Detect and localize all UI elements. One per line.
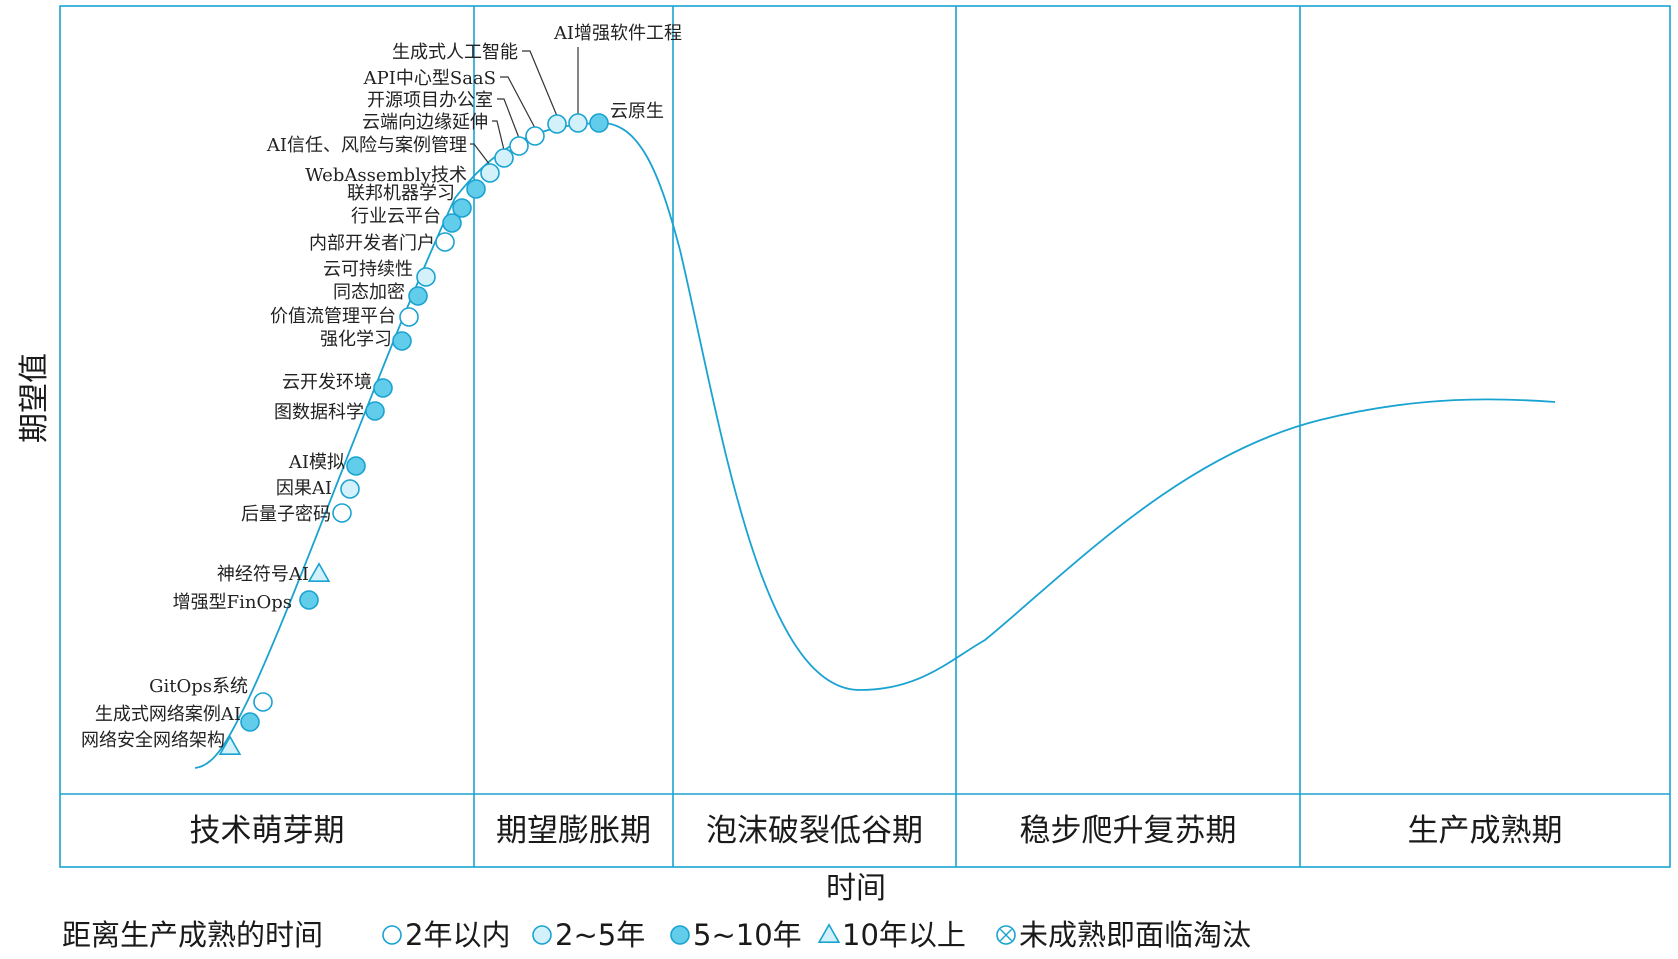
technology-marker <box>568 113 588 133</box>
technology-label: AI模拟 <box>288 452 345 473</box>
technology-marker <box>509 136 529 156</box>
technology-label: 云端向边缘延伸 <box>362 112 488 133</box>
legend-label: 2年以内 <box>405 918 510 952</box>
leader-line <box>497 98 520 139</box>
legend-label: 10年以上 <box>842 918 966 952</box>
technology-label: 云可持续性 <box>323 259 413 280</box>
technology-label: API中心型SaaS <box>363 68 496 89</box>
legend-title: 距离生产成熟的时间 <box>62 918 323 952</box>
technology-label: 开源项目办公室 <box>367 90 493 111</box>
technology-label: 云开发环境 <box>282 372 372 393</box>
technology-markers <box>218 113 609 755</box>
leader-line <box>470 143 491 166</box>
legend-label: 2~5年 <box>555 918 645 952</box>
technology-label: 后量子密码 <box>241 504 331 525</box>
leader-lines <box>470 47 579 166</box>
legend-marker <box>817 923 841 943</box>
x-axis-label: 时间 <box>826 871 886 906</box>
technology-marker <box>332 503 352 523</box>
phase-label: 生产成熟期 <box>1408 813 1563 849</box>
technology-marker <box>466 179 486 199</box>
chart-border <box>59 5 1671 868</box>
legend-marker <box>670 925 690 945</box>
technology-marker <box>416 267 436 287</box>
technology-label: 价值流管理平台 <box>270 306 396 327</box>
technology-label: 增强型FinOps <box>173 592 292 613</box>
technology-label: GitOps系统 <box>149 676 248 697</box>
phase-label: 技术萌芽期 <box>190 813 345 849</box>
technology-label: 生成式网络案例AI <box>95 704 241 725</box>
phase-labels: 技术萌芽期 期望膨胀期 泡沫破裂低谷期 稳步爬升复苏期 生产成熟期 <box>190 813 1563 849</box>
technology-label: 因果AI <box>276 478 332 499</box>
technology-marker <box>525 126 545 146</box>
technology-label: 生成式人工智能 <box>392 42 518 63</box>
technology-label: WebAssembly技术 <box>305 165 467 186</box>
leader-line <box>500 76 536 129</box>
leader-line <box>492 120 505 151</box>
legend-marker <box>532 925 552 945</box>
technology-label: 内部开发者门户 <box>309 233 435 254</box>
technology-marker <box>299 590 319 610</box>
technology-marker <box>346 456 366 476</box>
phase-label: 稳步爬升复苏期 <box>1020 813 1237 849</box>
phase-label: 期望膨胀期 <box>496 813 651 849</box>
legend-label: 未成熟即面临淘汰 <box>1019 918 1251 952</box>
chart-frame <box>59 5 1671 868</box>
technology-marker <box>435 232 455 252</box>
technology-marker <box>442 213 462 233</box>
technology-label: 联邦机器学习 <box>347 183 455 204</box>
technology-label: 行业云平台 <box>351 206 441 227</box>
technology-label: 强化学习 <box>320 329 392 350</box>
technology-marker <box>373 378 393 398</box>
legend: 距离生产成熟的时间 2年以内 2~5年 5~10年 10年以上 未成熟即面临淘汰 <box>62 918 1251 952</box>
hype-curve <box>194 122 1556 769</box>
y-axis-label: 期望值 <box>17 353 52 443</box>
technology-label: 同态加密 <box>333 282 405 303</box>
legend-label: 5~10年 <box>693 918 802 952</box>
technology-marker <box>253 692 273 712</box>
leader-line <box>522 50 558 117</box>
technology-marker <box>218 735 242 755</box>
legend-marker <box>996 925 1016 945</box>
phase-label: 泡沫破裂低谷期 <box>706 813 923 849</box>
technology-label: AI增强软件工程 <box>553 23 682 44</box>
technology-label: 云原生 <box>610 101 664 122</box>
technology-marker <box>365 401 385 421</box>
legend-marker <box>382 925 402 945</box>
technology-marker <box>589 113 609 133</box>
technology-marker <box>240 712 260 732</box>
technology-marker <box>452 198 472 218</box>
technology-marker <box>392 331 412 351</box>
technology-label: 图数据科学 <box>274 402 364 423</box>
technology-marker <box>399 307 419 327</box>
technology-marker <box>307 562 331 582</box>
technology-label: 网络安全网络架构 <box>81 730 225 751</box>
technology-marker <box>547 114 567 134</box>
technology-marker <box>480 163 500 183</box>
technology-label: 神经符号AI <box>217 564 309 585</box>
technology-marker <box>494 148 514 168</box>
technology-label: AI信任、风险与案例管理 <box>266 135 467 156</box>
technology-marker <box>408 286 428 306</box>
technology-labels: 网络安全网络架构 生成式网络案例AI GitOps系统 增强型FinOps 神经符号AI… <box>81 23 682 751</box>
technology-marker <box>340 479 360 499</box>
